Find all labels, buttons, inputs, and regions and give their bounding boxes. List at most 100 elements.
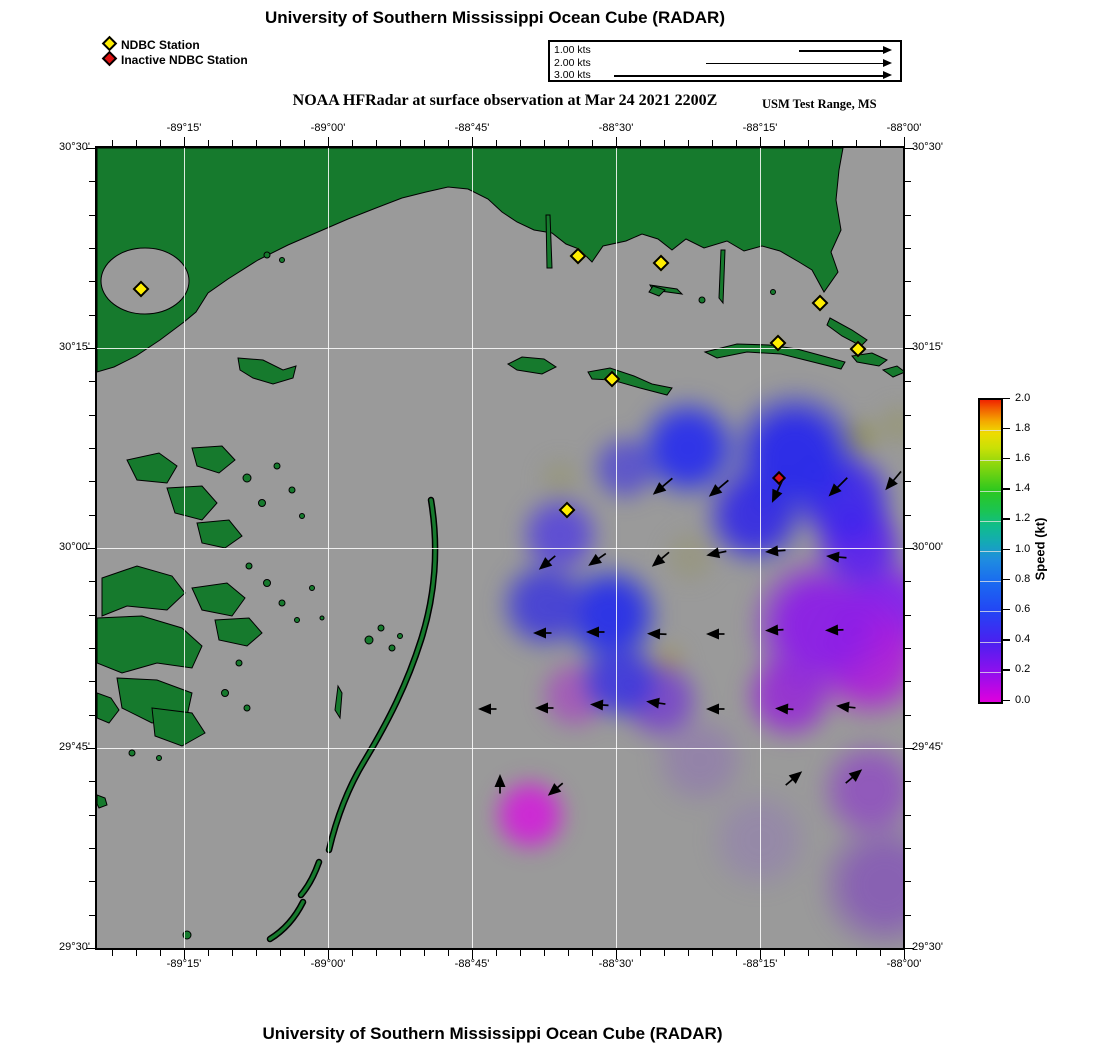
lon-tick-label: -89°15' bbox=[166, 122, 202, 134]
lat-tick-label: 30°30' bbox=[59, 141, 90, 153]
colorbar-tick-label: 1.8 bbox=[1015, 421, 1031, 434]
axis-tick bbox=[89, 815, 95, 816]
lon-tick-label: -88°00' bbox=[886, 958, 922, 970]
current-vector-arrow-icon bbox=[703, 694, 733, 724]
colorbar-gridline bbox=[980, 460, 1001, 462]
lon-tick-label: -88°30' bbox=[598, 122, 634, 134]
axis-tick bbox=[86, 147, 95, 149]
legend-label-active: NDBC Station bbox=[121, 37, 200, 52]
scale-arrowhead-icon bbox=[883, 46, 892, 54]
axis-tick bbox=[89, 315, 95, 316]
current-vector-arrow-icon bbox=[532, 693, 562, 723]
axis-tick bbox=[89, 715, 95, 716]
current-vector-arrow-icon bbox=[641, 686, 675, 720]
axis-tick bbox=[664, 950, 665, 956]
axis-tick bbox=[183, 950, 185, 959]
scale-arrowhead-icon bbox=[883, 71, 892, 79]
axis-tick bbox=[808, 140, 809, 146]
axis-tick bbox=[640, 950, 641, 956]
current-vector-arrow-icon bbox=[640, 538, 682, 580]
current-vector-arrow-icon bbox=[761, 535, 794, 568]
current-vector-arrow-icon bbox=[697, 468, 739, 510]
axis-tick bbox=[376, 950, 377, 956]
parallel-gridline bbox=[97, 348, 903, 349]
axis-tick bbox=[712, 140, 713, 146]
axis-tick bbox=[327, 137, 329, 146]
scale-arrow-line bbox=[614, 75, 883, 77]
axis-tick bbox=[905, 415, 911, 416]
axis-tick bbox=[89, 581, 95, 582]
axis-tick bbox=[160, 140, 161, 146]
axis-tick bbox=[905, 547, 914, 549]
axis-tick bbox=[905, 248, 911, 249]
axis-tick bbox=[89, 648, 95, 649]
axis-tick bbox=[471, 950, 473, 959]
axis-tick bbox=[544, 950, 545, 956]
axis-tick bbox=[496, 140, 497, 146]
axis-tick bbox=[784, 950, 785, 956]
axis-tick bbox=[664, 140, 665, 146]
colorbar-tick-label: 1.0 bbox=[1015, 542, 1031, 555]
lat-tick-label: 30°30' bbox=[912, 141, 943, 153]
axis-tick bbox=[327, 950, 329, 959]
axis-tick bbox=[592, 140, 593, 146]
axis-tick bbox=[903, 137, 905, 146]
axis-tick bbox=[256, 950, 257, 956]
axis-tick bbox=[905, 881, 911, 882]
axis-tick bbox=[232, 950, 233, 956]
axis-tick bbox=[89, 481, 95, 482]
map-canvas bbox=[95, 146, 905, 950]
axis-tick bbox=[86, 547, 95, 549]
lon-tick-label: -88°00' bbox=[886, 122, 922, 134]
colorbar-title: Speed (kt) bbox=[1032, 517, 1048, 581]
axis-tick bbox=[89, 281, 95, 282]
colorbar-tick bbox=[1003, 457, 1010, 460]
axis-tick bbox=[759, 137, 761, 146]
footer-title: University of Southern Mississippi Ocean… bbox=[262, 1024, 723, 1043]
axis-tick bbox=[160, 950, 161, 956]
axis-tick bbox=[424, 950, 425, 956]
axis-tick bbox=[352, 140, 353, 146]
axis-tick bbox=[880, 140, 881, 146]
current-vector-arrow-icon bbox=[832, 756, 874, 798]
current-vector-arrow-icon bbox=[643, 618, 674, 649]
current-vector-arrow-icon bbox=[761, 614, 793, 646]
axis-tick bbox=[448, 140, 449, 146]
colorbar-gridline bbox=[980, 581, 1001, 583]
axis-tick bbox=[544, 140, 545, 146]
lon-tick-label: -89°00' bbox=[310, 958, 346, 970]
axis-tick bbox=[688, 140, 689, 146]
colorbar-tick-label: 1.4 bbox=[1015, 482, 1031, 495]
scale-arrow-line bbox=[706, 62, 883, 64]
colorbar-tick bbox=[1003, 397, 1010, 399]
scale-entry: 2.00 kts bbox=[550, 57, 900, 69]
current-vector-arrow-icon bbox=[832, 691, 865, 724]
axis-tick bbox=[376, 140, 377, 146]
colorbar-tick-label: 1.6 bbox=[1015, 451, 1031, 464]
parallel-gridline bbox=[97, 548, 903, 549]
current-vector-arrow-icon bbox=[822, 541, 855, 574]
current-vector-arrow-icon bbox=[577, 538, 619, 580]
axis-tick bbox=[592, 950, 593, 956]
axis-tick bbox=[86, 947, 95, 949]
lat-tick-label: 30°00' bbox=[59, 541, 90, 553]
lat-tick-label: 30°00' bbox=[912, 541, 943, 553]
axis-tick bbox=[89, 781, 95, 782]
axis-tick bbox=[905, 681, 911, 682]
axis-tick bbox=[89, 881, 95, 882]
colorbar-tick-label: 2.0 bbox=[1015, 391, 1031, 404]
axis-tick bbox=[304, 140, 305, 146]
colorbar-gridline bbox=[980, 430, 1001, 432]
axis-tick bbox=[905, 581, 911, 582]
axis-tick bbox=[615, 950, 617, 959]
scale-entry: 1.00 kts bbox=[550, 44, 900, 56]
axis-tick bbox=[905, 448, 911, 449]
colorbar-tick bbox=[1003, 488, 1010, 490]
axis-tick bbox=[905, 315, 911, 316]
lon-tick-label: -88°45' bbox=[454, 122, 490, 134]
axis-tick bbox=[89, 415, 95, 416]
axis-tick bbox=[520, 140, 521, 146]
axis-tick bbox=[89, 515, 95, 516]
axis-tick bbox=[448, 950, 449, 956]
axis-tick bbox=[905, 947, 914, 949]
